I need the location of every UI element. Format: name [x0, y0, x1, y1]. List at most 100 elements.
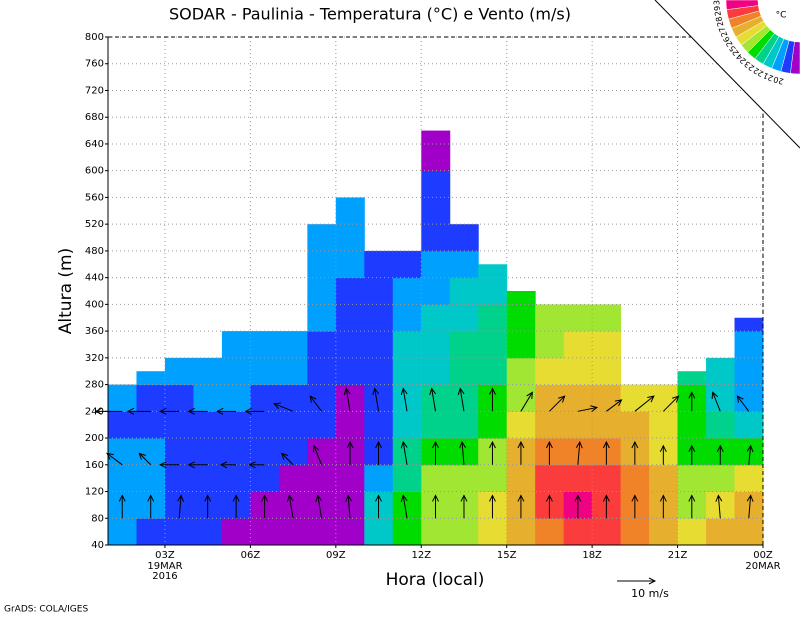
arrow-head: [280, 452, 289, 460]
wind-arrow: [606, 399, 623, 412]
temperature-cell: [364, 518, 394, 546]
temperature-cell: [335, 491, 365, 519]
legend-swatch: [735, 20, 768, 46]
legend-swatch: [726, 5, 760, 20]
arrow-head: [273, 402, 281, 410]
temperature-cell: [449, 224, 479, 252]
temperature-cell: [335, 224, 365, 252]
y-axis-label: Altura (m): [56, 248, 76, 334]
temperature-cell: [592, 411, 622, 439]
temperature-cell: [478, 304, 508, 332]
temperature-cell: [392, 464, 422, 493]
temperature-cell: [221, 357, 251, 386]
temperature-cell: [364, 357, 394, 386]
temperature-cell: [250, 357, 280, 386]
wind-arrow: [177, 494, 185, 519]
arrow-head: [659, 494, 667, 502]
wind-arrow: [244, 407, 265, 415]
wind-arrow: [549, 395, 566, 412]
arrow-shaft: [317, 495, 323, 519]
wind-arrow: [746, 494, 754, 519]
temperature-cell: [421, 130, 451, 145]
wind-arrow: [219, 461, 237, 469]
legend-label: 28: [714, 15, 725, 27]
x-tick-label: 21Z: [668, 550, 688, 561]
temperature-cell: [506, 304, 536, 332]
temperature-cell: [278, 518, 308, 546]
wind-arrow: [280, 452, 294, 466]
arrow-head: [244, 407, 252, 415]
temperature-cell: [421, 277, 451, 305]
temperature-cell: [221, 518, 251, 546]
wind-arrow: [106, 452, 123, 466]
temperature-cell: [421, 224, 451, 252]
legend-label: 29: [713, 5, 723, 16]
y-tick-label: 40: [91, 540, 104, 551]
temperature-cell: [335, 331, 365, 359]
arrow-shaft: [138, 453, 152, 466]
temperature-cell: [506, 357, 536, 386]
arrow-head: [286, 494, 294, 503]
arrow-shaft: [273, 403, 294, 412]
temperature-cell: [734, 331, 764, 359]
temperature-cell: [620, 384, 650, 412]
y-tick-label: 200: [85, 433, 104, 444]
chart-title: SODAR - Paulinia - Temperatura (°C) e Ve…: [169, 5, 571, 24]
arrow-shaft: [288, 495, 294, 519]
legend-label: 21: [762, 71, 775, 83]
temperature-cell: [392, 357, 422, 386]
temperature-cell: [449, 411, 479, 439]
temperature-cell: [478, 264, 508, 279]
temperature-cell: [706, 357, 736, 386]
temperature-cell: [392, 331, 422, 359]
arrow-head: [343, 387, 351, 396]
wind-arrow: [457, 387, 465, 412]
arrow-shaft: [459, 388, 465, 412]
temperature-cell: [478, 411, 508, 439]
arrow-shaft: [520, 392, 533, 412]
arrow-head: [261, 494, 269, 502]
temperature-cell: [392, 438, 422, 466]
legend-swatch: [728, 10, 762, 29]
arrow-head: [672, 395, 680, 403]
wind-arrow: [631, 440, 639, 465]
temperature-cell: [307, 491, 337, 519]
temperature-cell: [421, 331, 451, 359]
arrow-shaft: [662, 395, 679, 412]
temperature-cell: [506, 411, 536, 439]
temperature-cell: [449, 277, 479, 305]
legend-label: 22: [752, 65, 765, 78]
x-axis-label: Hora (local): [386, 570, 485, 590]
arrow-head: [219, 461, 228, 469]
wind-arrow: [261, 494, 269, 519]
legend-swatch: [780, 40, 795, 74]
temperature-cell: [392, 304, 422, 332]
arrow-head: [716, 444, 724, 453]
legend-swatch: [725, 0, 759, 10]
arrow-head: [574, 494, 582, 502]
credit: GrADS: COLA/IGES: [4, 605, 88, 615]
temperature-cell: [535, 304, 565, 332]
arrow-head: [345, 494, 353, 502]
arrow-head: [575, 440, 583, 449]
temperature-cell: [449, 304, 479, 332]
temperature-cell: [421, 357, 451, 386]
arrow-head: [216, 407, 224, 415]
temperature-cell: [620, 411, 650, 439]
temperature-cell: [307, 277, 337, 305]
y-tick-label: 400: [85, 299, 104, 310]
legend-label: 26: [722, 35, 735, 48]
arrow-head: [688, 494, 696, 502]
wind-arrow: [346, 440, 354, 465]
y-tick-label: 720: [85, 85, 104, 96]
wind-arrow: [631, 494, 639, 519]
temperature-cell: [221, 384, 251, 412]
temperature-cell: [734, 518, 764, 546]
temperature-cell: [677, 371, 707, 386]
arrow-head: [159, 407, 167, 415]
arrow-head: [309, 395, 317, 403]
temperature-cell: [250, 411, 280, 439]
arrow-shaft: [712, 392, 721, 412]
wind-arrow: [159, 407, 180, 415]
temperature-cell: [563, 304, 593, 332]
